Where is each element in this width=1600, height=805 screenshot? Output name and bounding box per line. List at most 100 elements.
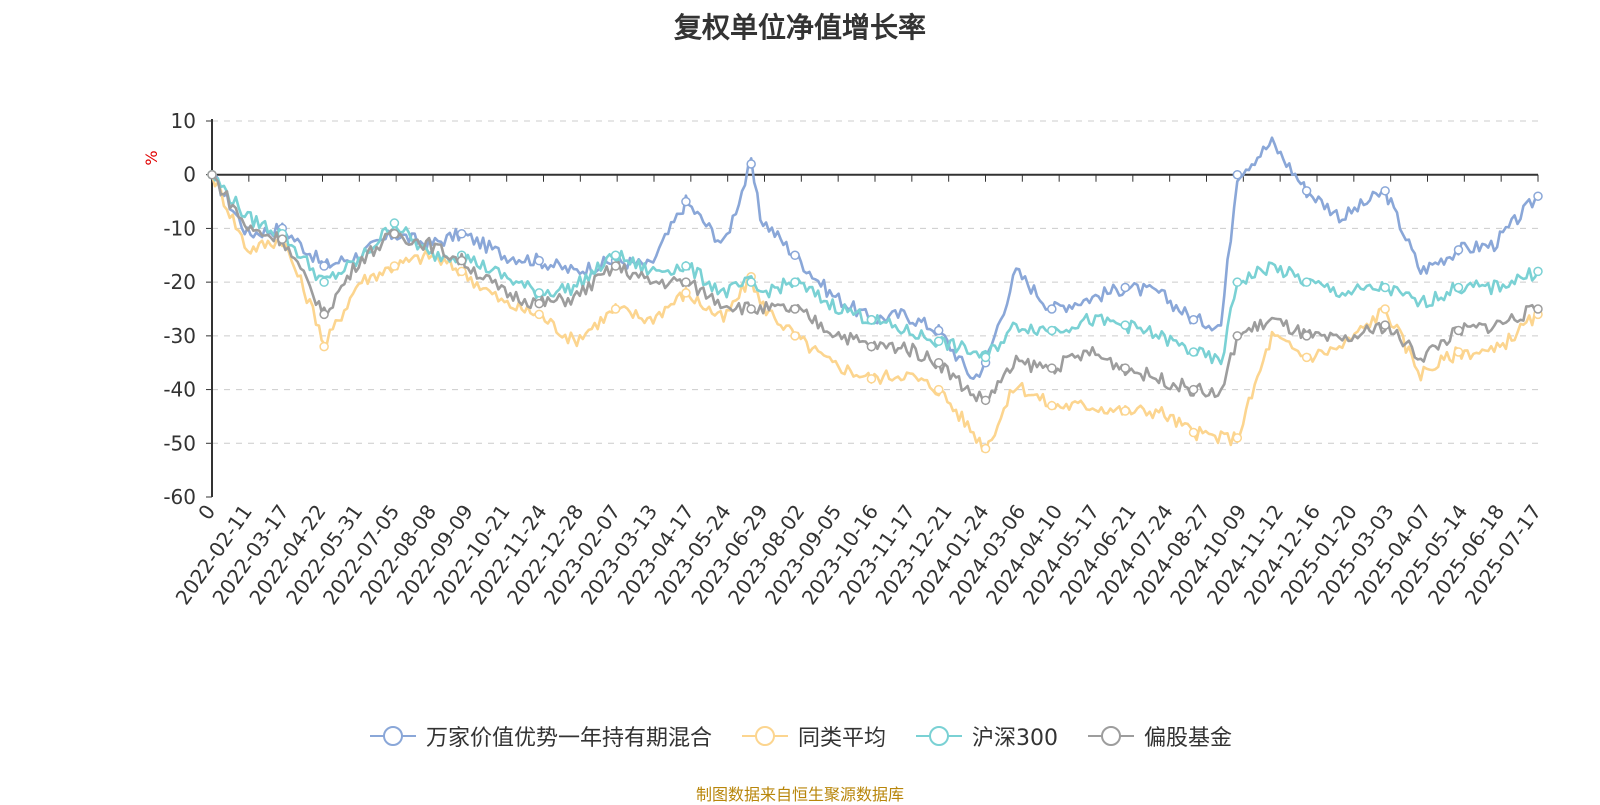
data-point-marker xyxy=(980,352,991,363)
data-point-marker xyxy=(1301,352,1312,363)
data-point-marker xyxy=(1047,304,1057,314)
data-point-marker xyxy=(207,169,217,180)
data-point-marker xyxy=(1380,282,1390,293)
legend-item-peer-average[interactable]: 同类平均 xyxy=(740,720,886,752)
data-point-marker xyxy=(1232,331,1243,341)
data-point-marker xyxy=(790,250,800,261)
data-point-marker xyxy=(1232,277,1243,287)
data-point-marker xyxy=(866,341,877,352)
y-tick-label: -30 xyxy=(163,324,196,348)
legend-label: 偏股基金 xyxy=(1144,726,1233,751)
data-point-marker xyxy=(1533,304,1543,314)
chart-title: 复权单位净值增长率 xyxy=(673,11,926,44)
data-point-marker xyxy=(389,218,400,228)
data-point-marker xyxy=(866,314,877,325)
legend-marker-icon xyxy=(1088,726,1134,746)
data-point-marker xyxy=(866,374,877,384)
legend-marker-icon xyxy=(741,726,788,746)
data-point-marker xyxy=(980,443,991,454)
y-tick-label: -50 xyxy=(163,431,196,455)
data-point-marker xyxy=(456,255,467,266)
data-point-marker xyxy=(1047,325,1057,336)
data-point-marker xyxy=(681,261,691,271)
data-point-marker xyxy=(534,255,544,266)
y-axis-unit-label: % xyxy=(142,150,161,165)
data-point-marker xyxy=(456,266,467,277)
data-point-marker xyxy=(1120,363,1130,373)
data-point-marker xyxy=(1120,406,1130,416)
legend-item-equity-funds[interactable]: 偏股基金 xyxy=(1086,720,1232,752)
data-point-marker xyxy=(1188,384,1199,395)
data-point-marker xyxy=(1120,320,1130,330)
chart-legend: 万家价值优势一年持有期混合 同类平均 沪深300 偏股基金 xyxy=(0,720,1600,752)
data-point-marker xyxy=(933,325,944,336)
data-point-marker xyxy=(1301,186,1312,196)
legend-marker-icon xyxy=(369,726,416,746)
data-point-marker xyxy=(790,331,800,341)
data-point-marker xyxy=(1380,186,1390,196)
data-point-marker xyxy=(1380,304,1390,314)
data-point-marker xyxy=(746,304,756,314)
line-chart: 100-10-20-30-40-50-60%02022-02-112022-03… xyxy=(142,109,1546,609)
data-point-marker xyxy=(389,229,400,239)
data-point-marker xyxy=(319,341,329,352)
data-point-marker xyxy=(389,261,400,271)
legend-label: 同类平均 xyxy=(797,726,886,751)
data-point-marker xyxy=(1120,282,1130,293)
data-point-marker xyxy=(534,309,544,320)
series-line-3 xyxy=(211,173,1539,403)
series-layer xyxy=(207,136,1543,454)
data-point-marker xyxy=(980,395,991,406)
data-point-marker xyxy=(1232,169,1243,180)
data-point-marker xyxy=(681,196,691,207)
data-point-marker xyxy=(319,277,329,287)
data-point-marker xyxy=(1301,277,1312,287)
data-point-marker xyxy=(534,298,544,309)
data-point-marker xyxy=(790,277,800,287)
data-point-marker xyxy=(1453,282,1464,293)
data-point-marker xyxy=(681,288,691,298)
data-point-marker xyxy=(610,261,621,271)
data-point-marker xyxy=(1453,347,1464,357)
data-point-marker xyxy=(1533,191,1543,201)
y-tick-label: -10 xyxy=(163,216,196,240)
data-point-marker xyxy=(933,357,944,368)
data-point-marker xyxy=(319,309,329,320)
y-tick-label: -40 xyxy=(163,378,196,402)
data-point-marker xyxy=(319,261,329,271)
data-point-marker xyxy=(933,384,944,395)
data-point-marker xyxy=(1453,325,1464,336)
data-point-marker xyxy=(1380,320,1390,330)
legend-label: 沪深300 xyxy=(972,726,1058,751)
y-tick-label: 0 xyxy=(183,163,196,187)
grid-layer xyxy=(212,120,1538,444)
data-point-marker xyxy=(1232,433,1243,443)
data-point-marker xyxy=(933,336,944,346)
legend-label: 万家价值优势一年持有期混合 xyxy=(425,726,712,751)
data-point-marker xyxy=(1188,314,1199,325)
data-point-marker xyxy=(456,229,467,239)
y-tick-label: 10 xyxy=(171,109,196,133)
legend-item-fund[interactable]: 万家价值优势一年持有期混合 xyxy=(368,720,712,752)
data-point-marker xyxy=(746,159,756,169)
y-tick-label: -60 xyxy=(163,485,196,509)
data-point-marker xyxy=(1301,331,1312,341)
data-point-marker xyxy=(1453,245,1464,255)
x-tick-label: 0 xyxy=(193,500,220,524)
data-point-marker xyxy=(746,277,756,287)
legend-item-csi300[interactable]: 沪深300 xyxy=(914,720,1058,752)
data-point-marker xyxy=(277,234,288,244)
legend-marker-icon xyxy=(916,726,962,746)
data-point-marker xyxy=(534,288,544,298)
data-point-marker xyxy=(1533,266,1543,277)
data-point-marker xyxy=(610,304,621,314)
axis-layer: 100-10-20-30-40-50-60%02022-02-112022-03… xyxy=(142,109,1546,609)
y-tick-label: -20 xyxy=(163,270,196,294)
data-point-marker xyxy=(681,277,691,287)
data-point-marker xyxy=(1047,363,1057,373)
data-point-marker xyxy=(1047,400,1057,411)
data-source-note: 制图数据来自恒生聚源数据库 xyxy=(695,785,904,804)
data-point-marker xyxy=(790,304,800,314)
data-point-marker xyxy=(1188,347,1199,357)
data-point-marker xyxy=(610,250,621,261)
